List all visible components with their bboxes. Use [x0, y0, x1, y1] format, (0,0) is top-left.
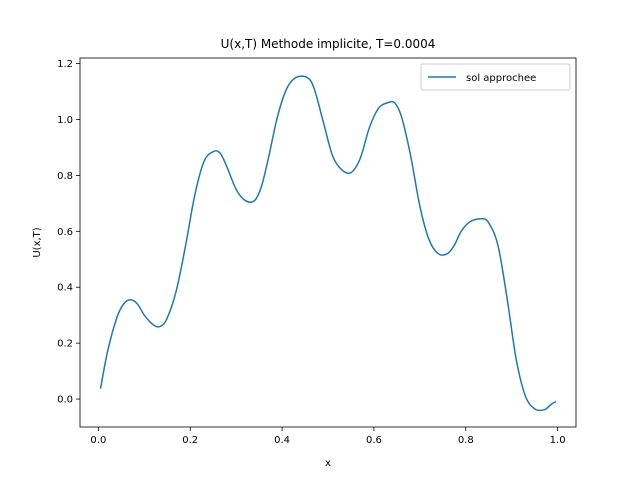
y-tick-label: 1.2	[57, 59, 73, 70]
y-tick-label: 0.4	[57, 283, 73, 294]
legend-box	[420, 63, 571, 91]
series-line	[99, 75, 557, 412]
legend-label: sol approchee	[466, 73, 536, 84]
x-tick-label: 0.6	[366, 435, 382, 446]
y-tick-label: 0.2	[57, 339, 73, 350]
x-tick-label: 0.8	[458, 435, 474, 446]
plot-area	[80, 58, 576, 427]
y-tick-label: 1.0	[57, 115, 73, 126]
x-tick-label: 0.4	[274, 435, 290, 446]
y-axis-ticks: 0.0 0.2 0.4 0.6 0.8 1.0 1.2	[57, 59, 80, 406]
legend: sol approchee	[420, 63, 571, 91]
x-tick-label: 1.0	[550, 435, 566, 446]
chart-title: U(x,T) Methode implicite, T=0.0004	[221, 37, 436, 51]
axes-frame	[79, 57, 577, 428]
x-tick-label: 0.0	[90, 435, 106, 446]
x-axis-label: x	[325, 458, 331, 469]
y-tick-label: 0.6	[57, 227, 73, 238]
y-tick-label: 0.8	[57, 171, 73, 182]
x-tick-label: 0.2	[182, 435, 198, 446]
y-tick-label: 0.0	[57, 395, 73, 406]
x-axis-ticks: 0.0 0.2 0.4 0.6 0.8 1.0	[90, 427, 566, 446]
y-axis-label: U(x,T)	[32, 227, 43, 257]
